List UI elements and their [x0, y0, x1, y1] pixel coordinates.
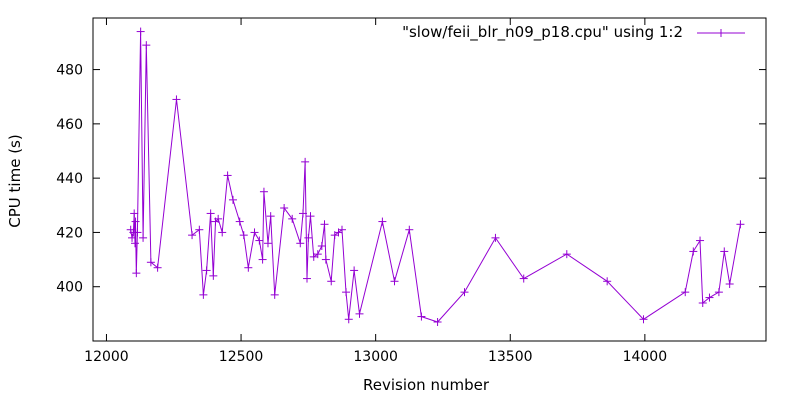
data-point — [288, 214, 297, 223]
y-tick-label: 480 — [56, 63, 83, 79]
data-point — [725, 280, 734, 288]
data-point — [263, 239, 272, 248]
data-point — [390, 277, 399, 286]
x-axis-label: Revision number — [363, 376, 490, 394]
data-point — [320, 220, 329, 229]
marker-layer — [126, 27, 745, 326]
data-point — [698, 299, 707, 307]
data-point — [460, 288, 469, 297]
data-point — [244, 263, 253, 272]
y-axis-ticks: 400 420 440 460 480 — [56, 63, 766, 296]
data-point — [250, 228, 259, 237]
data-point — [132, 269, 141, 278]
plot-border — [92, 17, 767, 342]
data-point — [681, 288, 690, 297]
data-point — [195, 225, 204, 234]
legend-label: "slow/feii_blr_n09_p18.cpu" using 1:2 — [402, 23, 683, 42]
data-point — [255, 236, 264, 245]
data-point — [239, 231, 248, 240]
data-point — [303, 274, 312, 283]
data-point — [720, 247, 729, 256]
y-tick-label: 400 — [56, 280, 83, 296]
data-point — [344, 315, 353, 324]
data-point — [153, 263, 162, 272]
data-point — [199, 290, 208, 299]
data-point — [355, 309, 364, 318]
x-tick-label: 13000 — [353, 349, 398, 365]
y-axis-label: CPU time (s) — [6, 134, 24, 227]
series-layer — [130, 31, 741, 323]
x-tick-label: 14000 — [623, 349, 668, 365]
series-line — [130, 31, 741, 323]
data-point — [306, 212, 315, 221]
data-point — [139, 233, 148, 242]
data-point — [603, 277, 612, 286]
y-tick-label: 460 — [56, 117, 83, 133]
data-point — [136, 27, 145, 36]
data-point — [270, 290, 279, 299]
data-point — [321, 255, 330, 264]
data-point — [259, 187, 268, 196]
data-point — [405, 225, 414, 234]
data-point — [313, 250, 322, 259]
data-point — [378, 217, 387, 226]
data-point — [417, 312, 426, 321]
data-point — [172, 95, 181, 104]
data-point — [327, 277, 336, 286]
data-point — [317, 242, 326, 250]
data-point — [206, 209, 215, 218]
data-point — [133, 228, 142, 237]
data-point — [301, 157, 310, 166]
data-point — [309, 252, 318, 261]
data-point — [223, 171, 232, 180]
data-point — [128, 233, 137, 242]
data-point — [433, 318, 442, 326]
data-point — [342, 288, 351, 297]
data-point — [218, 228, 227, 237]
data-point — [266, 212, 275, 221]
data-point — [491, 233, 500, 242]
data-point — [519, 274, 528, 283]
data-point — [304, 233, 313, 242]
data-point — [562, 250, 571, 259]
data-point — [689, 247, 698, 256]
data-point — [142, 41, 151, 50]
x-tick-label: 12500 — [219, 349, 264, 365]
data-point — [188, 231, 197, 240]
data-point — [235, 217, 244, 226]
data-point — [298, 209, 307, 218]
legend: "slow/feii_blr_n09_p18.cpu" using 1:2 — [402, 23, 745, 42]
data-point — [705, 293, 714, 302]
x-tick-label: 13500 — [488, 349, 533, 365]
data-point — [696, 236, 705, 245]
y-tick-label: 440 — [56, 171, 83, 187]
data-point — [130, 239, 139, 248]
data-point — [146, 258, 155, 267]
data-point — [338, 225, 347, 234]
data-point — [214, 214, 223, 223]
y-tick-label: 420 — [56, 225, 83, 241]
data-point — [296, 239, 305, 248]
legend-marker — [717, 29, 725, 37]
data-point — [202, 266, 211, 275]
plot-frame — [92, 17, 767, 342]
data-point — [130, 209, 139, 218]
data-point — [209, 271, 218, 280]
data-point — [258, 255, 267, 264]
data-point — [131, 217, 140, 226]
data-point — [280, 204, 289, 212]
data-point — [714, 288, 723, 297]
data-point — [736, 220, 745, 229]
x-tick-label: 12000 — [84, 349, 129, 365]
data-point — [350, 266, 359, 275]
x-axis-ticks: 12000 12500 13000 13500 14000 — [84, 18, 667, 365]
data-point — [228, 195, 237, 204]
data-point — [639, 315, 648, 324]
legend-marker-plus — [717, 29, 725, 37]
